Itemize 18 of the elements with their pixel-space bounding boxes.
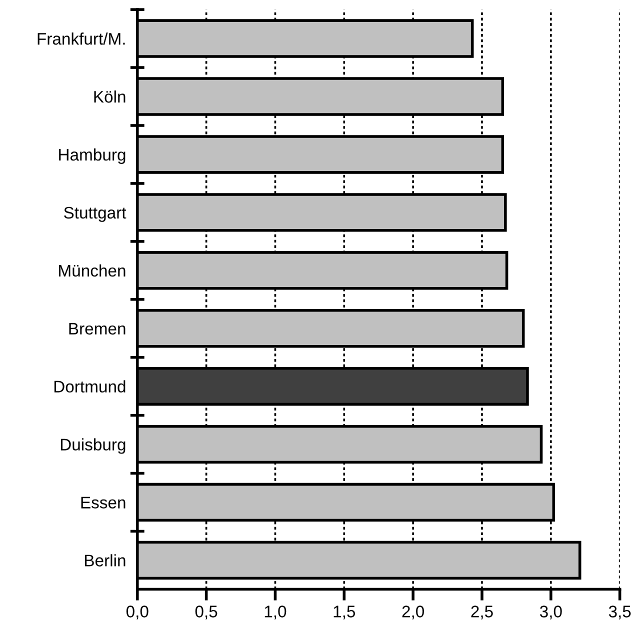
- x-tick-label: 2,5: [471, 606, 493, 620]
- y-tick-label: Köln: [94, 90, 126, 103]
- y-tick-label: Bremen: [69, 322, 126, 335]
- x-tick-label: 3,0: [540, 606, 562, 620]
- x-tick-label: 3,5: [608, 606, 631, 620]
- x-tick-label: 1,0: [264, 606, 286, 620]
- y-tick-label: Duisburg: [60, 438, 126, 454]
- y-tick-label: Berlin: [85, 554, 126, 566]
- y-tick-label: Dortmund: [54, 380, 126, 393]
- y-tick-label: Stuttgart: [64, 206, 126, 222]
- y-tick-label: Essen: [81, 496, 126, 508]
- x-tick-label: 0,0: [126, 606, 148, 620]
- x-tick-label: 2,0: [402, 606, 424, 620]
- y-tick-label: Frankfurt/M.: [38, 32, 125, 45]
- x-tick-label: 1,5: [334, 606, 356, 620]
- x-tick-label: 0,5: [195, 606, 218, 620]
- y-tick-label: München: [59, 264, 126, 277]
- y-tick-label: Hamburg: [59, 148, 126, 164]
